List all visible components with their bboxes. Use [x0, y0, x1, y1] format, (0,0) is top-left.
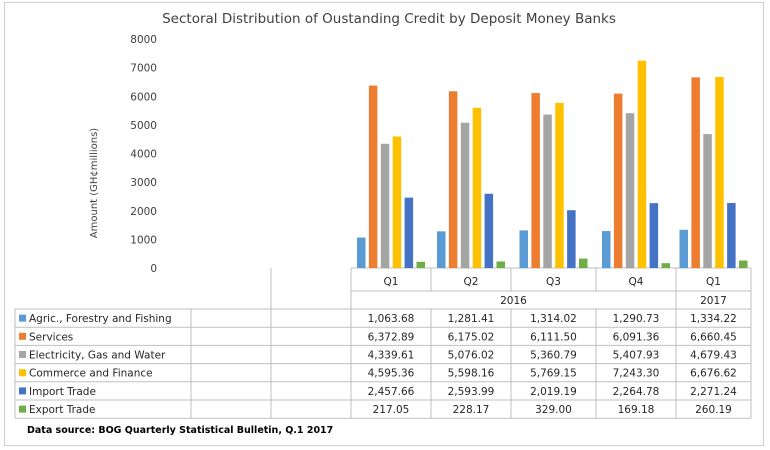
bar-commerce-and-finance	[715, 76, 724, 269]
bar-import-trade	[404, 197, 414, 268]
legend-marker	[19, 332, 26, 340]
y-tick-label: 2000	[130, 206, 157, 218]
y-tick-label: 3000	[130, 177, 157, 189]
data-table-cell: 1,063.68	[368, 313, 415, 325]
data-table-cell: 2,457.66	[368, 386, 415, 398]
bar-electricity-gas-and-water	[380, 143, 390, 268]
legend-marker	[19, 369, 26, 377]
bar-agric-forestry-and-fishing	[602, 231, 611, 268]
data-table-cell: 6,175.02	[448, 331, 495, 343]
x-tick-label: Q2	[464, 276, 479, 288]
bar-import-trade	[484, 193, 494, 268]
data-table-cell: 2,593.99	[448, 386, 495, 398]
legend-marker	[19, 314, 26, 322]
data-table-cell: 4,679.43	[690, 350, 737, 362]
bar-services	[531, 93, 540, 268]
data-table-cell: 1,314.02	[530, 313, 577, 325]
legend-label: Import Trade	[29, 386, 96, 398]
bar-electricity-gas-and-water	[460, 122, 470, 268]
y-tick-label: 7000	[130, 63, 157, 75]
bar-export-trade	[661, 263, 670, 268]
data-table-cell: 6,372.89	[368, 331, 415, 343]
y-tick-label: 4000	[130, 149, 157, 161]
data-table-cell: 4,339.61	[368, 350, 415, 362]
chart-title: Sectoral Distribution of Oustanding Cred…	[162, 11, 616, 27]
legend-label: Services	[29, 331, 73, 343]
bar-electricity-gas-and-water	[625, 113, 635, 269]
data-table-cell: 5,598.16	[448, 368, 495, 380]
bar-import-trade	[567, 210, 576, 268]
data-table-cell: 6,676.62	[690, 368, 737, 380]
year-group-label: 2016	[500, 295, 527, 307]
bar-agric-forestry-and-fishing	[437, 231, 446, 268]
bar-commerce-and-finance	[472, 107, 482, 268]
data-table-cell: 5,076.02	[448, 350, 495, 362]
bar-commerce-and-finance	[555, 102, 564, 268]
data-table-cell: 1,281.41	[448, 313, 495, 325]
bar-export-trade	[416, 261, 425, 268]
data-table-cell: 6,660.45	[690, 331, 737, 343]
legend-label: Export Trade	[29, 404, 95, 416]
data-table-cell: 329.00	[535, 404, 572, 416]
x-tick-label: Q3	[546, 276, 561, 288]
legend-label: Electricity, Gas and Water	[29, 350, 166, 362]
data-table-cell: 2,019.19	[530, 386, 577, 398]
data-table-cell: 260.19	[695, 404, 732, 416]
bar-export-trade	[579, 258, 588, 268]
bar-commerce-and-finance	[392, 136, 402, 268]
data-table-cell: 4,595.36	[368, 368, 415, 380]
data-table-cell: 6,091.36	[613, 331, 660, 343]
legend-label: Agric., Forestry and Fishing	[29, 313, 172, 325]
bar-services	[448, 91, 458, 268]
legend-marker	[19, 387, 26, 395]
x-tick-label: Q4	[629, 276, 644, 288]
x-tick-label: Q1	[706, 276, 721, 288]
y-tick-label: 5000	[130, 120, 157, 132]
year-group-label: 2017	[700, 295, 727, 307]
data-table-cell: 228.17	[453, 404, 490, 416]
legend-marker	[19, 351, 26, 358]
data-table-cell: 5,407.93	[613, 350, 660, 362]
bar-agric-forestry-and-fishing	[357, 237, 366, 268]
data-table-cell: 1,290.73	[613, 313, 660, 325]
bar-services	[613, 93, 623, 268]
bar-services	[368, 85, 378, 269]
legend-label: Commerce and Finance	[29, 368, 153, 380]
y-axis-label: Amount (GH¢millions)	[89, 128, 100, 239]
data-table-cell: 2,264.78	[613, 386, 660, 398]
x-tick-label: Q1	[384, 276, 399, 288]
data-table-cell: 6,111.50	[530, 331, 577, 343]
data-table-cell: 5,769.15	[530, 368, 577, 380]
y-tick-label: 6000	[130, 91, 157, 103]
bar-commerce-and-finance	[637, 60, 647, 268]
data-table-cell: 7,243.30	[613, 368, 660, 380]
bar-agric-forestry-and-fishing	[679, 229, 688, 268]
data-table-cell: 1,334.22	[690, 313, 737, 325]
bar-export-trade	[496, 261, 505, 268]
bar-import-trade	[649, 203, 659, 268]
y-tick-label: 0	[150, 263, 157, 275]
chart-frame: Sectoral Distribution of Oustanding Cred…	[4, 2, 764, 446]
bar-agric-forestry-and-fishing	[519, 230, 528, 268]
y-tick-label: 8000	[130, 34, 157, 46]
data-table-cell: 217.05	[373, 404, 410, 416]
chart-svg: Sectoral Distribution of Oustanding Cred…	[14, 11, 752, 419]
bar-electricity-gas-and-water	[703, 134, 712, 268]
data-source-note: Data source: BOG Quarterly Statistical B…	[27, 425, 334, 436]
y-tick-label: 1000	[130, 234, 157, 246]
bar-export-trade	[739, 260, 748, 268]
bar-electricity-gas-and-water	[543, 114, 552, 268]
data-table-cell: 169.18	[618, 404, 655, 416]
bar-services	[691, 77, 700, 268]
bar-import-trade	[727, 202, 736, 268]
data-table-cell: 2,271.24	[690, 386, 737, 398]
data-table-cell: 5,360.79	[530, 350, 577, 362]
legend-marker	[19, 405, 26, 413]
